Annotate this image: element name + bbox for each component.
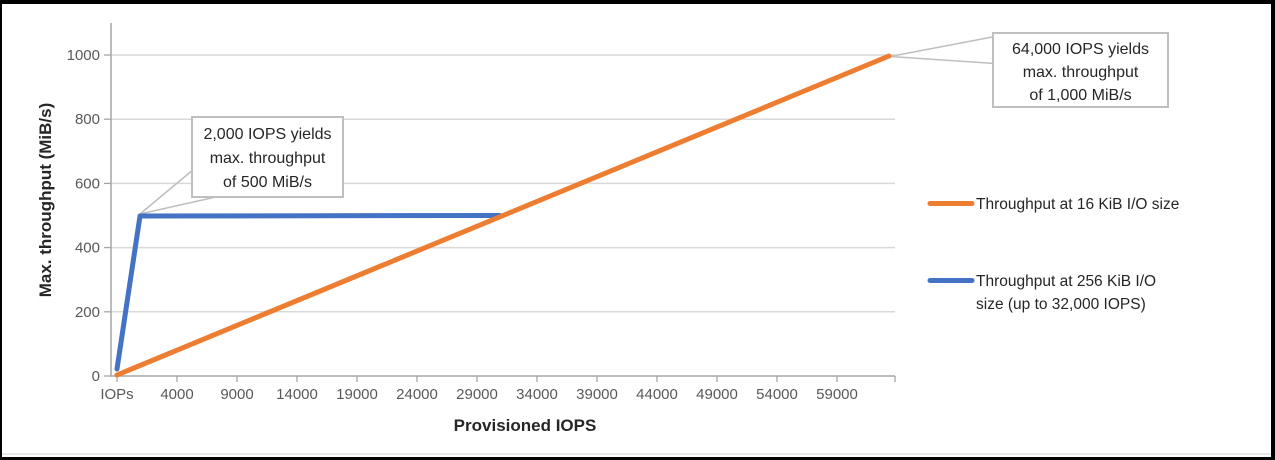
leader-1000-upper xyxy=(889,35,996,58)
x-tick-label: 39000 xyxy=(576,386,618,403)
y-axis-title: Max. throughput (MiB/s) xyxy=(36,103,55,298)
y-axis-ticks xyxy=(104,54,111,377)
x-tick-label: 34000 xyxy=(516,386,558,403)
callout-1000mibs-line2: max. throughput xyxy=(1023,64,1139,81)
x-tick-label: 49000 xyxy=(696,386,738,403)
callout-1000mibs-box xyxy=(992,32,1169,108)
x-tick-label: 4000 xyxy=(160,386,193,403)
callout-500mibs: 2,000 IOPS yields max. throughput of 500… xyxy=(191,116,344,198)
x-tick-label: 14000 xyxy=(276,386,318,403)
frame-border-top xyxy=(0,0,1275,4)
legend-label-256kib-line1: Throughput at 256 KiB I/O xyxy=(976,273,1156,290)
callout-500mibs-line3: of 500 MiB/s xyxy=(223,174,312,191)
callout-1000mibs-line3: of 1,000 MiB/s xyxy=(1029,87,1131,104)
leader-500-upper xyxy=(139,168,195,215)
y-tick-label: 400 xyxy=(75,240,100,257)
x-axis-ticks xyxy=(116,376,896,382)
callout-leader-lines xyxy=(139,35,996,215)
x-tick-label: 54000 xyxy=(756,386,798,403)
legend-label-16kib: Throughput at 16 KiB I/O size xyxy=(976,196,1179,213)
frame-border-right xyxy=(1271,0,1275,460)
frame-border-bottom xyxy=(0,457,1275,460)
x-tick-label: 9000 xyxy=(220,386,253,403)
x-axis-title: Provisioned IOPS xyxy=(454,416,597,435)
callout-500mibs-line1: 2,000 IOPS yields xyxy=(203,126,331,143)
series-line-16kib xyxy=(114,53,892,378)
frame-border-left xyxy=(0,0,2,460)
x-tick-label: 44000 xyxy=(636,386,678,403)
series-line-256kib xyxy=(114,213,503,372)
callout-1000mibs-line1: 64,000 IOPS yields xyxy=(1012,41,1149,58)
legend: Throughput at 16 KiB I/O size Throughput… xyxy=(927,196,1179,313)
x-axis-labels: IOPs 4000 9000 14000 19000 24000 29000 3… xyxy=(100,386,858,403)
x-tick-label: 24000 xyxy=(396,386,438,403)
x-tick-label: IOPs xyxy=(100,386,133,403)
callout-500mibs-box xyxy=(191,116,344,198)
y-tick-label: 1000 xyxy=(67,47,100,64)
x-tick-label: 29000 xyxy=(456,386,498,403)
x-tick-label: 59000 xyxy=(816,386,858,403)
y-tick-label: 0 xyxy=(92,368,100,385)
legend-label-256kib-line2: size (up to 32,000 IOPS) xyxy=(976,296,1146,313)
leader-500-lower xyxy=(139,195,219,215)
callout-500mibs-line2: max. throughput xyxy=(210,150,326,167)
y-tick-label: 200 xyxy=(75,304,100,321)
callout-1000mibs: 64,000 IOPS yields max. throughput of 1,… xyxy=(992,32,1169,108)
y-axis-labels: 0 200 400 600 800 1000 xyxy=(67,47,100,385)
leader-1000-lower xyxy=(889,55,996,65)
x-tick-label: 19000 xyxy=(336,386,378,403)
y-tick-label: 800 xyxy=(75,111,100,128)
y-tick-label: 600 xyxy=(75,175,100,192)
